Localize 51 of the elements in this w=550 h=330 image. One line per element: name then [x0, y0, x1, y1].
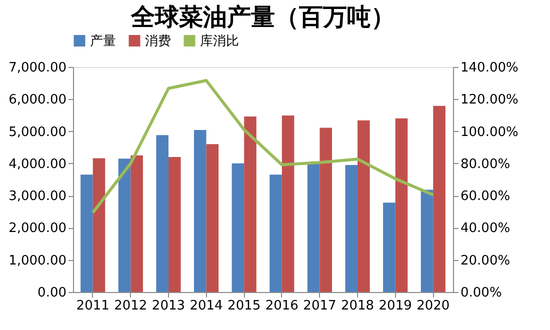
line-series [91, 79, 435, 214]
x-tick-label: 2014 [190, 298, 223, 314]
bar [206, 144, 219, 292]
x-tick-label: 2020 [416, 298, 450, 314]
bar [130, 155, 143, 292]
bar [232, 163, 244, 292]
y2-tick-label: 40.00% [460, 221, 510, 236]
x-tick-label: 2011 [76, 298, 110, 314]
x-tick-label: 2013 [152, 298, 186, 314]
bar [194, 130, 206, 292]
y2-tick-label: 120.00% [460, 92, 518, 108]
y-tick-label: 2,000.00 [8, 221, 66, 236]
bar [80, 174, 93, 292]
y2-tick-label: 140.00% [460, 60, 518, 76]
bar [118, 158, 131, 292]
y-tick-label: 4,000.00 [8, 156, 66, 172]
chart-title: 全球菜油产量（百万吨） [130, 3, 395, 31]
bar [420, 190, 434, 292]
y-tick-label: 1,000.00 [8, 253, 66, 268]
legend-label: 产量 [90, 34, 116, 49]
x-tick-label: 2017 [303, 298, 336, 314]
bar [244, 116, 256, 292]
legend-label: 库消比 [200, 34, 239, 49]
y2-tick-label: 60.00% [460, 189, 510, 204]
bar [383, 202, 396, 292]
y2-tick-label: 80.00% [460, 156, 510, 172]
legend-label: 消费 [145, 34, 171, 49]
y-tick-label: 5,000.00 [8, 124, 66, 140]
x-tick-label: 2018 [340, 298, 374, 314]
bar [156, 135, 168, 292]
bar [433, 106, 446, 292]
bar [395, 118, 408, 292]
y-tick-label: 6,000.00 [8, 92, 66, 108]
y2-tick-label: 0.00% [460, 286, 502, 300]
bar [270, 174, 282, 292]
y-tick-label: 3,000.00 [8, 189, 66, 204]
y-tick-label: 7,000.00 [8, 60, 66, 76]
y-tick-label: 0.00 [38, 286, 66, 300]
x-tick-label: 2016 [265, 298, 298, 314]
bar [282, 116, 294, 292]
y2-tick-label: 100.00% [460, 124, 518, 140]
y2-tick-label: 20.00% [460, 253, 510, 268]
bar [358, 120, 370, 292]
bar [92, 158, 106, 292]
x-tick-label: 2019 [378, 298, 412, 314]
bar [345, 165, 358, 292]
bar [320, 128, 332, 292]
x-tick-label: 2015 [228, 298, 261, 314]
bar [307, 163, 320, 292]
bar [168, 157, 181, 292]
x-tick-label: 2012 [114, 298, 148, 314]
